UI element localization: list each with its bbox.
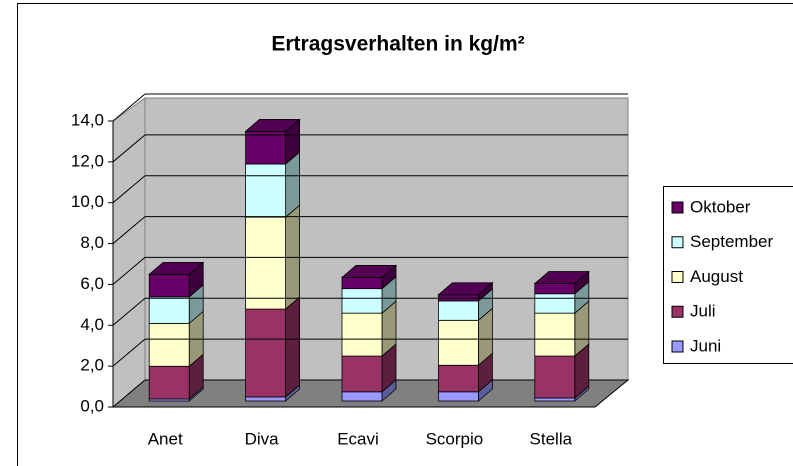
y-tick-label: 6,0: [80, 274, 104, 293]
y-tick-label: 10,0: [71, 192, 104, 211]
legend-label: Oktober: [690, 197, 751, 216]
bar-top: [437, 282, 494, 296]
legend-swatch: [671, 305, 684, 318]
bar-top: [148, 261, 205, 275]
bar-segment: [534, 283, 576, 295]
grid-line: [112, 338, 146, 367]
bar-segment: [341, 288, 383, 314]
bar-segment: [148, 273, 190, 298]
x-tick-label: Ecavi: [337, 429, 379, 448]
x-tick-label: Scorpio: [426, 429, 484, 448]
bar-segment: [437, 300, 479, 321]
legend-swatch: [671, 236, 684, 249]
x-tick-label: Anet: [148, 429, 183, 448]
bar-top: [533, 271, 590, 284]
y-tick-label: 8,0: [80, 233, 104, 252]
bar-segment: [437, 364, 479, 393]
legend-swatch: [671, 201, 684, 214]
legend-label: Juli: [690, 302, 716, 321]
bar-segment: [341, 355, 383, 393]
bar-segment: [245, 130, 287, 165]
bar-segment: [534, 293, 576, 314]
y-tick-label: 0,0: [80, 396, 104, 415]
bar-segment: [245, 216, 287, 310]
bar-segment: [341, 277, 383, 290]
bar-segment: [534, 355, 576, 399]
bar-side: [285, 296, 301, 398]
y-tick-label: 2,0: [80, 356, 104, 375]
bar-segment: [341, 312, 383, 357]
bar-segment: [148, 365, 190, 400]
bar-segment: [245, 396, 287, 402]
legend: [663, 186, 793, 364]
bar-segment: [534, 397, 576, 402]
bar-segment: [148, 296, 190, 324]
bar-segment: [245, 308, 287, 398]
y-tick-label: 14,0: [71, 110, 104, 129]
grid-line: [112, 175, 146, 204]
bar-segment: [437, 391, 479, 402]
side-wall: [112, 97, 146, 409]
marks: [148, 118, 590, 402]
legend-label: Juni: [690, 336, 721, 355]
bar-segment: [148, 322, 190, 367]
y-tick-label: 12,0: [71, 151, 104, 170]
legend-swatch: [671, 271, 684, 283]
bar-segment: [245, 163, 287, 218]
grid-line: [112, 216, 146, 244]
bar-top: [340, 265, 398, 278]
legend-label: September: [690, 232, 773, 251]
bar-top: [244, 118, 301, 132]
grid-line: [112, 93, 146, 122]
grid-line: [112, 297, 146, 326]
grid-line: [112, 134, 146, 163]
y-tick-label: 4,0: [80, 315, 104, 334]
bar-segment: [341, 391, 383, 402]
x-tick-label: Stella: [530, 429, 573, 448]
bar-segment: [437, 319, 479, 366]
legend-label: August: [690, 267, 743, 286]
bar-segment: [534, 312, 576, 357]
grid-line: [112, 257, 146, 285]
chart-title: Ertragsverhalten in kg/m²: [271, 33, 524, 56]
x-tick-label: Diva: [245, 429, 280, 448]
legend-swatch: [671, 340, 684, 353]
